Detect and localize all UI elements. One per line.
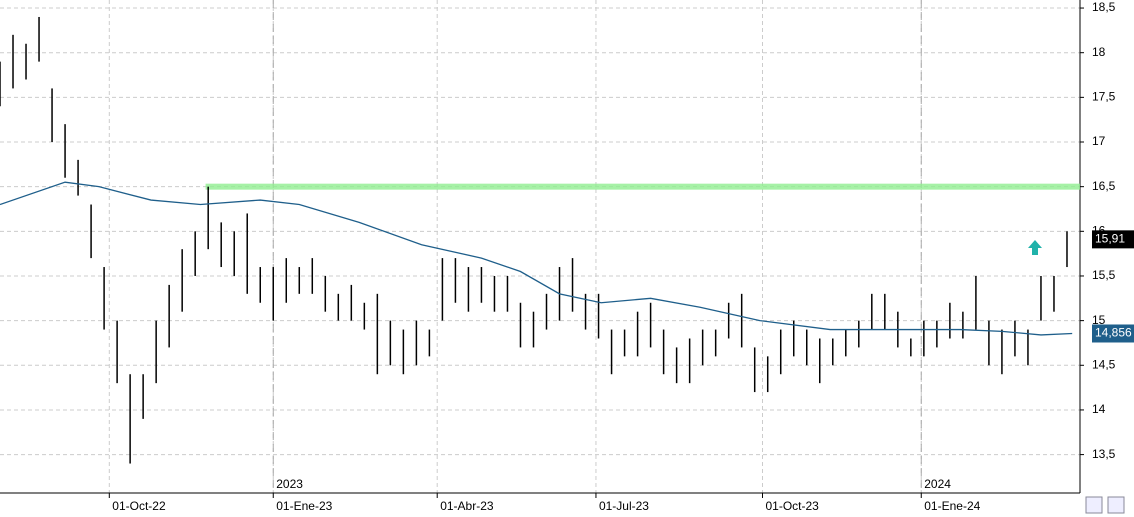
- moving-average: [0, 181, 1073, 336]
- x-tick-label: 01-Oct-22: [112, 499, 166, 513]
- x-tick-label: 01-Ene-24: [924, 499, 980, 513]
- x-tick-label: 01-Abr-23: [440, 499, 494, 513]
- y-tick-label: 17,5: [1092, 90, 1116, 104]
- average-box: [1092, 324, 1134, 343]
- zoom-icon[interactable]: [1085, 496, 1103, 514]
- x-tick-label: 01-Jul-23: [599, 499, 649, 513]
- year-label: 2023: [276, 477, 303, 491]
- year-label: 2024: [924, 477, 951, 491]
- up-arrow: [1028, 240, 1042, 255]
- y-tick-label: 16,5: [1092, 179, 1116, 193]
- x-tick-label: 01-Ene-23: [276, 499, 332, 513]
- corner-icons[interactable]: [1085, 496, 1125, 514]
- y-tick-label: 18,5: [1092, 0, 1116, 14]
- y-tick-label: 14: [1092, 402, 1106, 416]
- x-tick-label: 01-Oct-23: [766, 499, 820, 513]
- y-tick-label: 15,5: [1092, 268, 1116, 282]
- y-tick-label: 14,5: [1092, 357, 1116, 371]
- last-price-box: [1092, 230, 1134, 249]
- resistance-band: [205, 183, 1081, 190]
- average-label: 14,856: [1095, 326, 1132, 340]
- y-tick-label: 18: [1092, 45, 1106, 59]
- y-tick-label: 15: [1092, 313, 1106, 327]
- y-tick-label: 17: [1092, 134, 1106, 148]
- save-icon[interactable]: [1107, 496, 1125, 514]
- last-price-label: 15,91: [1095, 232, 1125, 246]
- y-tick-label: 13,5: [1092, 447, 1116, 461]
